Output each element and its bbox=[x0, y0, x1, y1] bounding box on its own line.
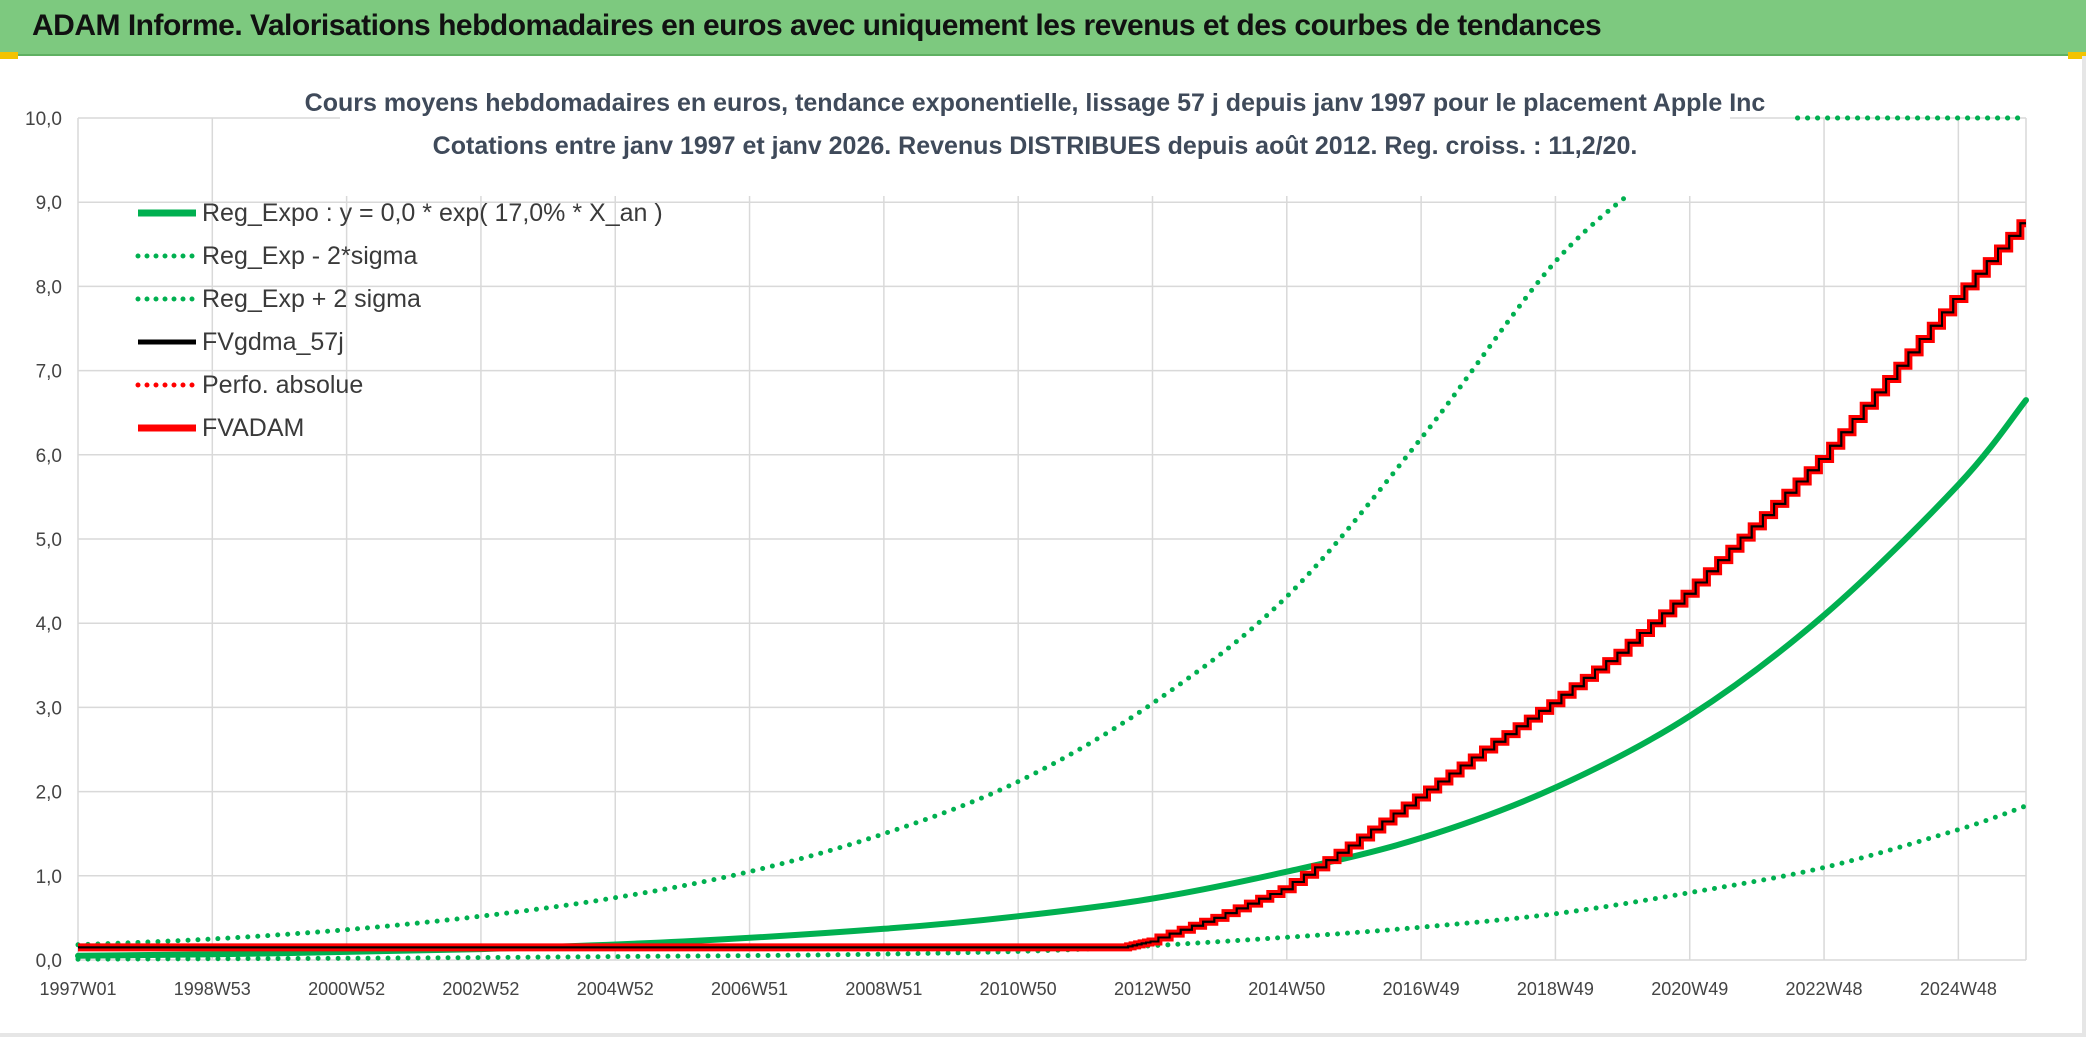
y-axis-ticks: 0,0 1,0 2,0 3,0 4,0 5,0 6,0 7,0 8,0 9,0 10,0 bbox=[25, 109, 62, 972]
legend: Reg_Expo : y = 0,0 * exp( 17,0% * X_an )… bbox=[135, 199, 663, 442]
x-tick-label: 2016W49 bbox=[1383, 979, 1460, 999]
legend-label: Reg_Expo : y = 0,0 * exp( 17,0% * X_an ) bbox=[202, 199, 663, 227]
chart-title-line-1: Cours moyens hebdomadaires en euros, ten… bbox=[305, 89, 1766, 117]
x-tick-label: 2000W52 bbox=[308, 979, 385, 999]
x-axis-ticks: 1997W01 1998W53 2000W52 2002W52 2004W52 2006W… bbox=[39, 979, 1996, 999]
x-tick-label: 2014W50 bbox=[1248, 979, 1325, 999]
y-tick-label: 5,0 bbox=[36, 530, 62, 551]
corner-marker-right bbox=[2068, 52, 2086, 59]
y-tick-label: 6,0 bbox=[36, 446, 62, 467]
y-tick-label: 3,0 bbox=[36, 698, 62, 719]
y-tick-label: 7,0 bbox=[36, 362, 62, 383]
chart: 0,0 1,0 2,0 3,0 4,0 5,0 6,0 7,0 8,0 9,0 10,0 1997W… bbox=[25, 86, 2029, 999]
y-tick-label: 4,0 bbox=[36, 614, 62, 635]
chart-title-backdrop bbox=[340, 86, 1730, 196]
series-reg-exp-plus-2sigma bbox=[75, 170, 1660, 948]
x-tick-label: 2024W48 bbox=[1920, 979, 1997, 999]
series-fvgdma-57j-overlay bbox=[78, 222, 2026, 949]
x-tick-label: 2008W51 bbox=[845, 979, 922, 999]
legend-label: Perfo. absolue bbox=[202, 371, 363, 399]
x-tick-label: 2018W49 bbox=[1517, 979, 1594, 999]
x-tick-label: 2006W51 bbox=[711, 979, 788, 999]
corner-marker-left bbox=[0, 52, 18, 59]
chart-title-line-2: Cotations entre janv 1997 et janv 2026. … bbox=[433, 132, 1638, 160]
x-tick-label: 2010W50 bbox=[980, 979, 1057, 999]
y-tick-label: 10,0 bbox=[25, 109, 62, 130]
series-reg-expo bbox=[75, 397, 2029, 959]
report-title: ADAM Informe. Valorisations hebdomadaire… bbox=[32, 9, 1602, 42]
x-tick-label: 1997W01 bbox=[39, 979, 116, 999]
x-tick-label: 1998W53 bbox=[174, 979, 251, 999]
legend-label: Reg_Exp - 2*sigma bbox=[202, 242, 417, 270]
x-tick-label: 2002W52 bbox=[442, 979, 519, 999]
x-tick-label: 2022W48 bbox=[1786, 979, 1863, 999]
frame-edge-right bbox=[2082, 56, 2086, 1037]
legend-label: FVADAM bbox=[202, 414, 304, 442]
y-tick-label: 0,0 bbox=[36, 951, 62, 972]
x-tick-label: 2012W50 bbox=[1114, 979, 1191, 999]
series-fvadam bbox=[78, 219, 2026, 952]
y-tick-label: 9,0 bbox=[36, 193, 62, 214]
frame-edge-bottom bbox=[0, 1033, 2086, 1037]
y-tick-label: 2,0 bbox=[36, 783, 62, 804]
report-header: ADAM Informe. Valorisations hebdomadaire… bbox=[0, 0, 2086, 56]
series-layer bbox=[75, 115, 2029, 962]
y-tick-label: 8,0 bbox=[36, 277, 62, 298]
series-fvgdma-57j bbox=[78, 222, 2026, 949]
x-tick-label: 2004W52 bbox=[577, 979, 654, 999]
legend-label: Reg_Exp + 2 sigma bbox=[202, 285, 421, 313]
y-tick-label: 1,0 bbox=[36, 867, 62, 888]
series-reg-exp-minus-2sigma bbox=[75, 803, 2029, 962]
legend-label: FVgdma_57j bbox=[202, 328, 344, 356]
x-tick-label: 2020W49 bbox=[1651, 979, 1728, 999]
